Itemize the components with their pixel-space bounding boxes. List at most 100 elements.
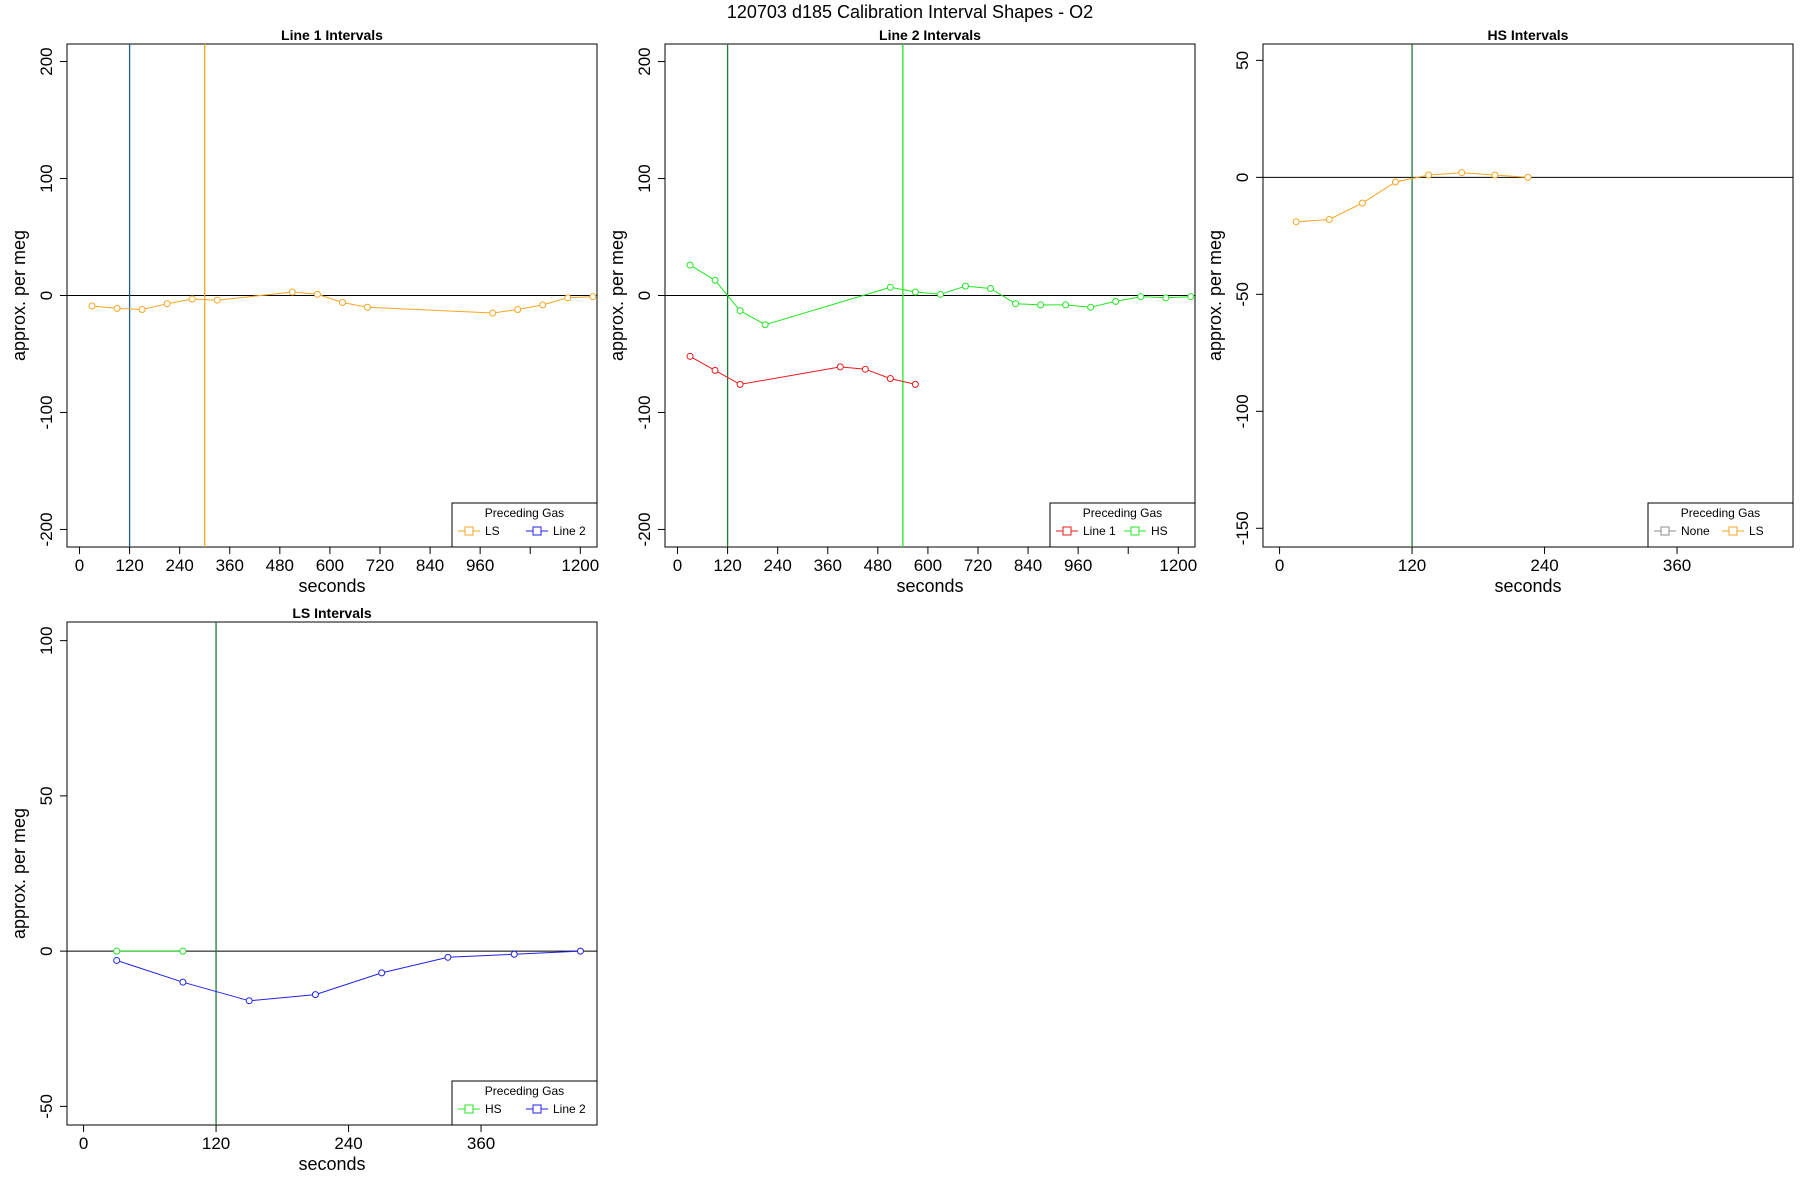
legend-entry-label: Line 2 <box>553 1102 586 1116</box>
data-point <box>1358 199 1366 207</box>
x-tick-label: 360 <box>467 1134 495 1153</box>
data-point <box>836 363 844 371</box>
data-point <box>113 956 121 964</box>
y-tick-label: 0 <box>37 291 56 300</box>
data-point <box>686 352 694 360</box>
x-axis-label: seconds <box>298 1154 365 1174</box>
x-tick-label: 0 <box>75 556 84 575</box>
x-tick-label: 0 <box>673 556 682 575</box>
x-tick-label: 960 <box>466 556 494 575</box>
legend-box <box>451 502 598 548</box>
data-point <box>576 947 584 955</box>
panels: Line 1 Intervals 0 120 240 360 480 600 720 840 96… <box>9 27 1794 1174</box>
legend-title: Preceding Gas <box>1681 506 1760 520</box>
data-point <box>1458 169 1466 177</box>
data-point <box>1491 171 1499 179</box>
data-point <box>363 303 371 311</box>
data-point <box>911 288 919 296</box>
data-point <box>188 295 196 303</box>
data-point <box>245 997 253 1005</box>
data-point <box>444 953 452 961</box>
panel-4: LS Intervals 0 120 240 360 -50 0 50 100 seconds ap… <box>9 605 598 1174</box>
data-point <box>1112 297 1120 305</box>
data-point <box>1062 301 1070 309</box>
y-tick-label: 100 <box>635 164 654 192</box>
legend-box <box>451 1080 598 1126</box>
x-tick-label: 1200 <box>561 556 599 575</box>
legend-swatch-marker <box>1062 526 1072 536</box>
panel-title: LS Intervals <box>292 605 372 621</box>
legend-entry-label: Line 1 <box>1083 524 1116 538</box>
legend-title: Preceding Gas <box>485 1084 564 1098</box>
y-tick-label: -100 <box>37 395 56 429</box>
data-point <box>711 276 719 284</box>
y-tick-label: 200 <box>37 47 56 75</box>
data-point <box>761 321 769 329</box>
data-point <box>886 375 894 383</box>
series-ls <box>88 288 597 317</box>
series-line <box>689 264 1195 326</box>
x-tick-label: 480 <box>266 556 294 575</box>
data-point <box>288 288 296 296</box>
data-point <box>961 282 969 290</box>
y-tick-label: 50 <box>1233 51 1252 70</box>
x-tick-label: 120 <box>115 556 143 575</box>
x-tick-label: 1200 <box>1159 556 1197 575</box>
data-point <box>589 293 597 301</box>
y-tick-label: -200 <box>37 512 56 546</box>
x-tick-label: 120 <box>1398 556 1426 575</box>
data-point <box>510 950 518 958</box>
plot-content <box>67 44 597 547</box>
x-tick-label: 840 <box>1014 556 1042 575</box>
series-line <box>1296 172 1529 223</box>
data-point <box>378 969 386 977</box>
x-tick-label: 120 <box>713 556 741 575</box>
series-line-2 <box>113 947 584 1005</box>
x-tick-label: 360 <box>814 556 842 575</box>
series-hs <box>113 947 187 955</box>
y-tick-label: -100 <box>635 395 654 429</box>
data-point <box>313 290 321 298</box>
data-point <box>489 309 497 317</box>
legend-swatch-marker <box>464 526 474 536</box>
y-tick-label: -100 <box>1233 394 1252 428</box>
legend-box <box>1049 502 1196 548</box>
x-axis-label: seconds <box>896 576 963 596</box>
legend-swatch-marker <box>532 1104 542 1114</box>
data-point <box>1087 303 1095 311</box>
data-point <box>1187 293 1195 301</box>
data-point <box>539 301 547 309</box>
y-tick-label: 0 <box>1233 173 1252 182</box>
y-tick-label: -50 <box>37 1094 56 1119</box>
data-point <box>113 304 121 312</box>
legend: Preceding Gas LS Line 2 <box>451 502 598 548</box>
legend-swatch-marker <box>464 1104 474 1114</box>
legend-swatch-marker <box>1660 526 1670 536</box>
series-ls <box>1292 169 1532 226</box>
x-tick-label: 120 <box>202 1134 230 1153</box>
x-tick-label: 600 <box>914 556 942 575</box>
legend-entry-label: HS <box>1151 524 1168 538</box>
data-point <box>213 296 221 304</box>
legend-swatch-marker <box>1728 526 1738 536</box>
data-point <box>338 299 346 307</box>
x-tick-label: 240 <box>334 1134 362 1153</box>
legend: Preceding Gas None LS <box>1647 502 1794 548</box>
legend-title: Preceding Gas <box>1083 506 1162 520</box>
y-tick-label: 100 <box>37 626 56 654</box>
series-line <box>116 950 581 1002</box>
data-point <box>163 300 171 308</box>
data-point <box>987 284 995 292</box>
x-tick-label: 480 <box>864 556 892 575</box>
data-point <box>1392 178 1399 186</box>
data-point <box>88 302 96 310</box>
series-hs <box>686 261 1195 329</box>
panel-3: HS Intervals 0 120 240 360 -150 -100 -50 0 50 seco… <box>1205 27 1794 596</box>
x-tick-label: 0 <box>1275 556 1284 575</box>
y-axis-label: approx. per meg <box>1205 230 1225 361</box>
legend: Preceding Gas HS Line 2 <box>451 1080 598 1126</box>
plot-content <box>665 44 1195 547</box>
legend-entry-label: None <box>1681 524 1710 538</box>
data-point <box>564 294 572 302</box>
